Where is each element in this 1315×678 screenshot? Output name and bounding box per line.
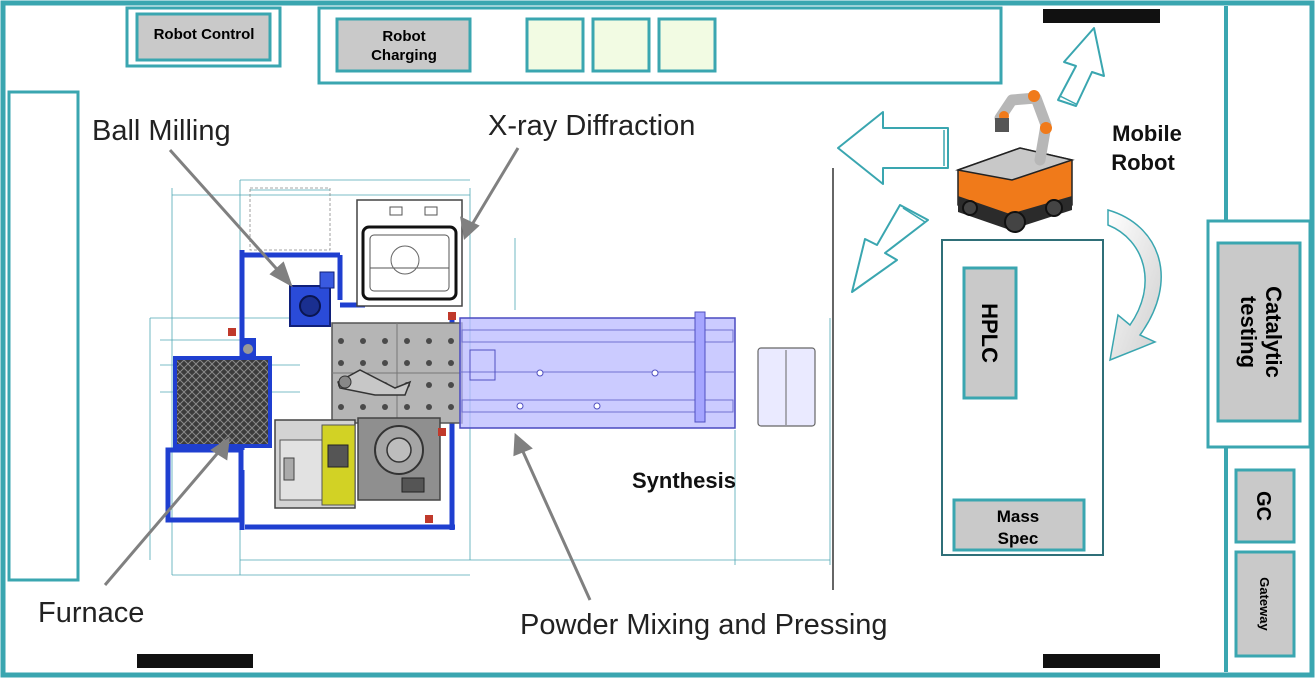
robot-control-station bbox=[135, 12, 272, 62]
synthesis-cell-drawing bbox=[149, 179, 831, 576]
door-bottom-left bbox=[137, 654, 253, 668]
left-bench bbox=[7, 90, 80, 582]
bench-slot-1 bbox=[525, 17, 585, 73]
furnace-callout bbox=[103, 447, 224, 586]
arrow-down-left-icon bbox=[851, 204, 929, 293]
gc-label: GC bbox=[1252, 491, 1274, 521]
door-top bbox=[1043, 9, 1160, 23]
mobile-robot-icon bbox=[955, 90, 1075, 233]
mobile-robot-label-1: Mobile bbox=[1112, 121, 1182, 146]
bench-slot-2 bbox=[591, 17, 651, 73]
mass-spec-station bbox=[952, 498, 1086, 552]
xray-diffraction-label: X-ray Diffraction bbox=[488, 110, 695, 142]
gateway-station bbox=[1234, 550, 1296, 658]
robot-control-label: Robot Control bbox=[154, 26, 255, 43]
mass-spec-label-1: Mass bbox=[997, 507, 1040, 526]
robot-charging-station bbox=[335, 17, 472, 73]
door-bottom-right bbox=[1043, 654, 1160, 668]
hplc-label: HPLC bbox=[977, 303, 1002, 363]
gc-station bbox=[1234, 468, 1296, 544]
gateway-label: Gateway bbox=[1257, 577, 1272, 631]
furnace-label: Furnace bbox=[38, 597, 144, 629]
synthesis-label: Synthesis bbox=[632, 468, 736, 493]
mobile-robot-label-2: Robot bbox=[1111, 150, 1175, 175]
xrd-callout bbox=[468, 147, 520, 229]
catalytic-testing-station bbox=[1216, 241, 1302, 423]
arrow-up-icon bbox=[1057, 27, 1105, 107]
catalytic-label-2: testing bbox=[1236, 296, 1261, 368]
robot-charging-label-1: Robot bbox=[382, 28, 425, 45]
arrow-left-icon bbox=[837, 111, 949, 185]
powder-callout bbox=[518, 444, 592, 601]
bench-slot-3 bbox=[657, 17, 717, 73]
robot-charging-label-2: Charging bbox=[371, 47, 437, 64]
catalytic-label-1: Catalytic bbox=[1261, 286, 1286, 378]
powder-mixing-label: Powder Mixing and Pressing bbox=[520, 609, 888, 641]
mass-spec-label-2: Spec bbox=[998, 529, 1039, 548]
hplc-station bbox=[962, 266, 1018, 400]
curved-arrow-icon bbox=[1107, 209, 1162, 362]
ball-milling-callout bbox=[168, 148, 285, 278]
ball-milling-label: Ball Milling bbox=[92, 115, 231, 147]
